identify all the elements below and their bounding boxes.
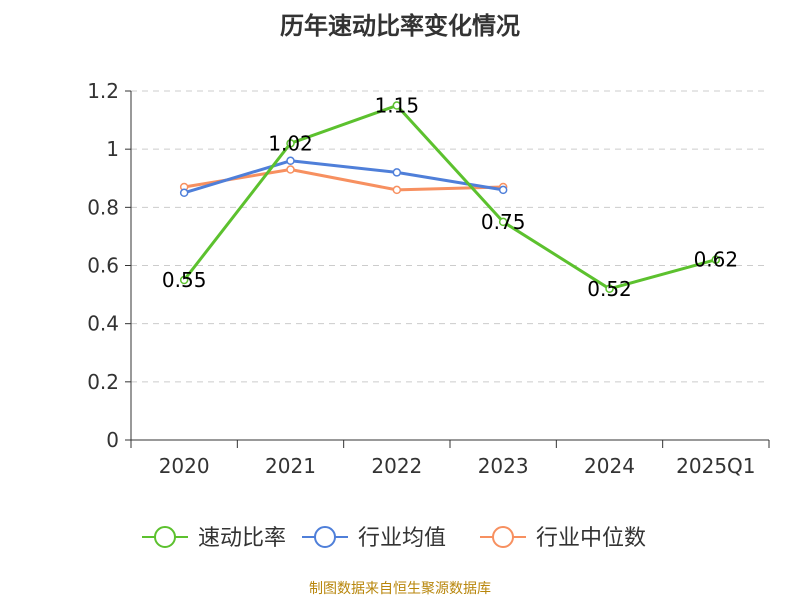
data-point	[179, 275, 189, 285]
legend-item[interactable]: 速动比率	[142, 526, 286, 551]
data-point	[711, 255, 721, 264]
data-point	[286, 165, 295, 174]
x-tick-label: 2023	[478, 454, 529, 478]
data-point	[605, 284, 614, 294]
legend-label: 行业中位数	[536, 526, 646, 551]
data-label: 0.62	[694, 248, 739, 272]
data-point	[286, 156, 295, 166]
series-line	[183, 104, 717, 291]
data-point	[179, 188, 189, 198]
chart-title: 历年速动比率变化情况	[280, 12, 520, 40]
legend[interactable]: 速动比率 行业均值 行业中位数	[142, 526, 646, 551]
legend-label: 行业均值	[358, 526, 446, 551]
x-tick-label: 2025Q1	[676, 454, 755, 478]
legend-item[interactable]: 行业中位数	[480, 526, 646, 551]
x-tick-label: 2021	[265, 454, 316, 478]
data-point	[392, 185, 402, 195]
series-line	[183, 159, 504, 195]
y-tick-label: 1.2	[87, 79, 119, 103]
y-tick-label: 0.2	[87, 370, 119, 394]
data-label: 0.75	[481, 210, 526, 234]
data-point	[392, 101, 402, 110]
data-point	[498, 217, 508, 227]
y-tick-label: 0.4	[87, 312, 119, 336]
legend-swatch-marker	[154, 526, 176, 548]
y-tick-label: 1	[106, 137, 119, 161]
data-label: 1.02	[268, 131, 313, 155]
y-tick-label: 0.8	[87, 195, 119, 219]
data-label: 0.52	[587, 277, 632, 301]
data-point	[498, 185, 508, 195]
y-tick-label: 0	[106, 428, 119, 452]
grid-lines	[131, 90, 769, 383]
x-tick-label: 2020	[159, 454, 210, 478]
legend-item[interactable]: 行业均值	[302, 526, 446, 551]
legend-swatch-marker	[492, 526, 514, 548]
data-point	[392, 168, 402, 177]
series-lines	[179, 101, 721, 294]
x-tick-label: 2024	[584, 454, 635, 478]
data-point	[286, 139, 295, 148]
data-label: 1.15	[375, 94, 420, 118]
data-labels: 0.55 1.02 1.15 0.75 0.52 0.62	[162, 94, 738, 301]
y-tick-label: 0.6	[87, 254, 119, 278]
axes: 0 0.2 0.4 0.6 0.8 1 1.2 2020 2021 2022 2023 2024 202…	[87, 79, 770, 478]
legend-label: 速动比率	[198, 526, 286, 551]
source-note: 制图数据来自恒生聚源数据库	[309, 581, 491, 597]
legend-swatch-marker	[314, 526, 336, 548]
x-tick-label: 2022	[371, 454, 422, 478]
data-label: 0.55	[162, 268, 207, 292]
